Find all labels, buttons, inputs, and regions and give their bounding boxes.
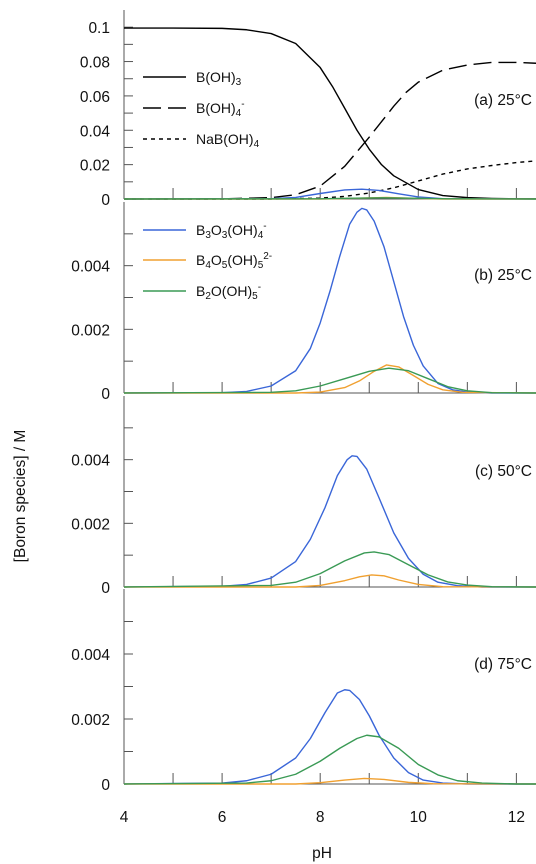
panel-label: (b) 25°C [474, 267, 532, 284]
series-line-1 [123, 207, 536, 394]
series-line-6 [123, 197, 536, 200]
legend-b: B3O3(OH)4- B4O5(OH)52- B2O(OH)5- [143, 221, 272, 302]
legend-a: B(OH)3 B(OH)4- NaB(OH)4 [143, 69, 260, 150]
y-tick-label: 0 [101, 192, 110, 209]
y-tick-label: 0.08 [80, 55, 110, 72]
y-tick-label: 0.04 [80, 123, 111, 140]
y-tick-label: 0.06 [80, 89, 110, 106]
y-tick-label: 0.004 [71, 259, 110, 276]
y-tick-label: 0.002 [71, 712, 110, 729]
series-line-2 [123, 61, 536, 200]
series-line-2 [124, 364, 536, 394]
y-tick-label: 0.02 [80, 158, 110, 175]
y-tick-label: 0 [101, 386, 110, 403]
panels-group: 0 0.02 0.04 0.06 0.08 0.1 (a) 25°C 0 0.002 0.004 (… [71, 10, 536, 794]
x-tick-label: 10 [410, 809, 428, 826]
series-line-3 [123, 734, 536, 785]
panel-label: (c) 50°C [475, 463, 532, 480]
y-tick-label: 0.004 [71, 647, 110, 664]
series-line-4 [123, 188, 536, 200]
y-tick-label: 0.002 [71, 516, 110, 533]
panel-a: 0 0.02 0.04 0.06 0.08 0.1 (a) 25°C [80, 10, 536, 209]
series-line-3 [123, 367, 536, 394]
x-tick-label: 8 [316, 809, 325, 826]
panel-d: 0 0.002 0.004 (d) 75°C [71, 589, 536, 794]
series-line-1 [124, 27, 536, 200]
y-tick-label: 0.1 [88, 20, 110, 37]
series-line-2 [124, 574, 536, 588]
x-tick-label: 12 [508, 809, 525, 826]
panel-b: 0 0.002 0.004 (b) 25°C [71, 202, 536, 403]
series-line-1 [123, 455, 536, 588]
x-axis: 4 6 8 10 12 [120, 809, 525, 826]
panel-label: (d) 75°C [474, 656, 532, 673]
legend-entry: B2O(OH)5- [196, 282, 261, 302]
series-line-1 [123, 689, 536, 785]
legend-entry: B(OH)3 [196, 69, 242, 88]
y-tick-label: 0 [101, 580, 110, 597]
legend-entry: NaB(OH)4 [196, 131, 260, 150]
x-tick-label: 4 [120, 809, 129, 826]
y-axis-label: [Boron species] / M [12, 430, 29, 563]
x-axis-label: pH [312, 845, 332, 862]
legend-entry: B3O3(OH)4- [196, 221, 267, 241]
x-tick-label: 6 [218, 809, 227, 826]
series-line-2 [124, 777, 536, 785]
y-tick-label: 0 [101, 777, 110, 794]
series-line-3 [123, 551, 536, 588]
panel-c: 0 0.002 0.004 (c) 50°C [71, 396, 536, 597]
legend-entry: B4O5(OH)52- [196, 251, 272, 271]
y-tick-label: 0.002 [71, 322, 110, 339]
series-line-3 [124, 160, 536, 200]
y-tick-label: 0.004 [71, 453, 110, 470]
panel-label: (a) 25°C [474, 92, 532, 109]
legend-entry: B(OH)4- [196, 99, 245, 119]
